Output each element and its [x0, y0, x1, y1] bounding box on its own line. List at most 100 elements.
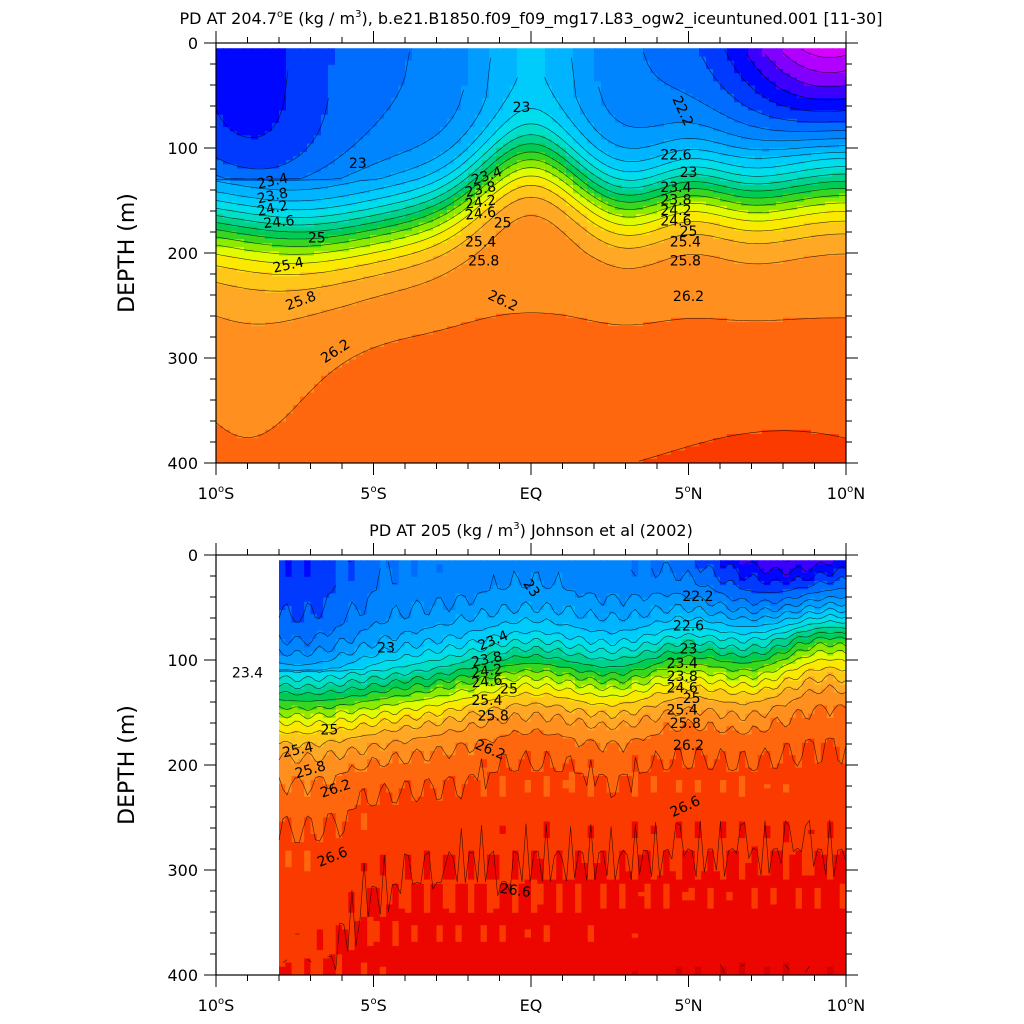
field-cell — [517, 189, 525, 195]
field-cell — [251, 48, 259, 53]
field-cell — [503, 189, 511, 195]
field-cell — [517, 226, 525, 232]
field-cell — [363, 313, 371, 319]
field-cell — [419, 433, 427, 439]
field-cell — [251, 189, 259, 195]
field-cell — [419, 351, 427, 356]
field-cell — [524, 189, 532, 195]
field-cell — [531, 404, 539, 410]
field-cell — [496, 404, 504, 410]
field-cell — [433, 301, 441, 306]
field-cell — [370, 185, 378, 190]
field-cell — [475, 151, 483, 157]
field-cell — [286, 52, 294, 58]
field-cell — [279, 81, 287, 87]
field-cell — [265, 438, 273, 443]
field-cell — [223, 396, 231, 402]
field-cell — [545, 388, 553, 394]
field-cell — [545, 297, 553, 302]
field-cell — [468, 263, 476, 269]
field-cell — [223, 52, 231, 58]
field-cell — [419, 164, 427, 170]
field-cell — [489, 334, 497, 340]
field-cell — [454, 156, 462, 161]
field-cell — [510, 176, 518, 182]
field-cell — [349, 172, 357, 178]
field-cell — [419, 251, 427, 257]
field-cell — [475, 48, 483, 53]
field-cell — [398, 48, 406, 53]
field-cell — [398, 259, 406, 265]
field-cell — [545, 98, 553, 103]
field-cell — [244, 255, 252, 261]
field-cell — [398, 164, 406, 170]
field-cell — [216, 404, 224, 410]
field-cell — [384, 371, 392, 377]
field-cell — [475, 421, 483, 427]
field-cell — [300, 243, 308, 248]
field-cell — [559, 371, 567, 377]
field-cell — [244, 110, 252, 116]
field-cell — [286, 243, 294, 248]
field-cell — [335, 417, 343, 423]
field-cell — [468, 276, 476, 282]
field-cell — [328, 64, 336, 70]
field-cell — [342, 409, 350, 414]
field-cell — [482, 139, 490, 145]
field-cell — [335, 284, 343, 290]
field-cell — [468, 214, 476, 219]
field-cell — [559, 64, 567, 70]
field-cell — [286, 189, 294, 195]
field-cell — [489, 114, 497, 120]
field-cell — [496, 239, 504, 244]
field-cell — [349, 375, 357, 381]
field-cell — [286, 118, 294, 124]
field-cell — [230, 189, 238, 195]
field-cell — [237, 392, 245, 398]
field-cell — [335, 180, 343, 186]
field-cell — [405, 89, 413, 95]
field-cell — [426, 259, 434, 265]
field-cell — [489, 346, 497, 352]
field-cell — [300, 214, 308, 219]
field-cell — [370, 77, 378, 83]
field-cell — [251, 413, 259, 418]
field-cell — [496, 438, 504, 443]
field-cell — [517, 168, 525, 174]
field-cell — [349, 392, 357, 398]
field-cell — [524, 193, 532, 199]
field-cell — [559, 268, 567, 273]
field-cell — [531, 433, 539, 439]
field-cell — [419, 193, 427, 199]
field-cell — [461, 135, 469, 141]
field-cell — [363, 89, 371, 95]
field-cell — [244, 247, 252, 253]
field-cell — [517, 421, 525, 427]
field-cell — [538, 326, 546, 331]
field-cell — [300, 110, 308, 116]
field-cell — [265, 193, 273, 199]
field-cell — [321, 309, 329, 315]
field-cell — [433, 305, 441, 311]
field-cell — [405, 413, 413, 418]
field-cell — [293, 334, 301, 340]
field-cell — [552, 280, 560, 286]
field-cell — [349, 284, 357, 290]
field-cell — [307, 367, 315, 373]
field-cell — [412, 156, 420, 161]
field-cell — [559, 292, 567, 298]
field-cell — [524, 363, 532, 369]
field-cell — [307, 193, 315, 199]
field-cell — [538, 438, 546, 443]
field-cell — [223, 135, 231, 141]
field-cell — [538, 106, 546, 112]
field-cell — [552, 222, 560, 228]
field-cell — [237, 197, 245, 203]
field-cell — [531, 351, 539, 356]
field-cell — [328, 118, 336, 124]
field-cell — [510, 135, 518, 141]
field-cell — [377, 185, 385, 190]
field-cell — [384, 442, 392, 448]
field-cell — [314, 102, 322, 107]
field-cell — [335, 371, 343, 377]
